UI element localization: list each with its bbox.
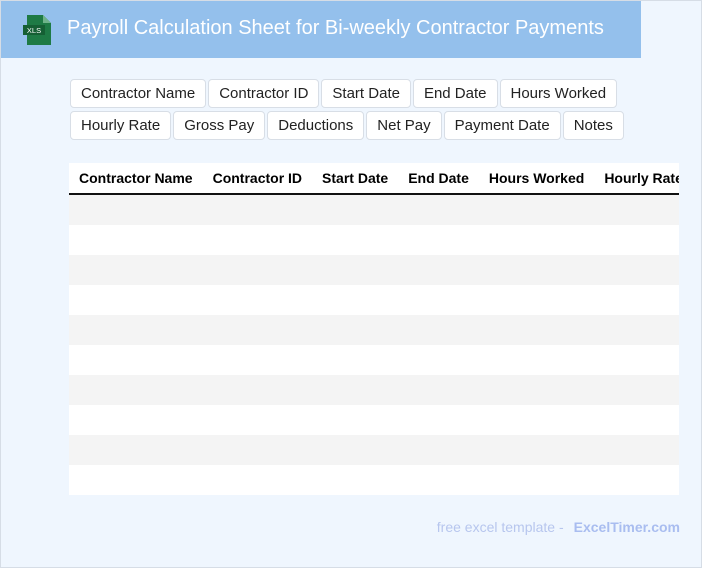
table-cell[interactable] [312,285,399,315]
table-cell[interactable] [398,375,479,405]
xls-file-icon: XLS [23,15,51,45]
table-cell[interactable] [312,255,399,285]
table-cell[interactable] [202,465,313,495]
table-cell[interactable] [594,345,679,375]
table-cell[interactable] [398,285,479,315]
table-cell[interactable] [478,465,595,495]
table-cell[interactable] [478,345,595,375]
table-cell[interactable] [594,375,679,405]
table-cell[interactable] [478,315,595,345]
table-cell[interactable] [202,194,313,225]
table-cell[interactable] [69,465,203,495]
page-title: Payroll Calculation Sheet for Bi-weekly … [67,17,604,39]
table-cell[interactable] [202,285,313,315]
field-chip[interactable]: Contractor Name [70,79,207,108]
table-cell[interactable] [478,255,595,285]
table-cell[interactable] [202,315,313,345]
table-cell[interactable] [69,285,203,315]
table-cell[interactable] [478,435,595,465]
table-cell[interactable] [202,255,313,285]
table-cell[interactable] [478,194,595,225]
table-cell[interactable] [202,405,313,435]
field-chip[interactable]: Notes [562,111,624,140]
table-cell[interactable] [312,345,399,375]
logo-text: XLS [27,26,41,35]
column-header: End Date [398,163,479,195]
table-row [69,225,679,255]
footer-text: free excel template - [436,519,564,535]
table-cell[interactable] [312,315,399,345]
field-chip[interactable]: Payment Date [443,111,561,140]
table-cell[interactable] [594,405,679,435]
table-cell[interactable] [312,194,399,225]
table-row [69,255,679,285]
field-chip[interactable]: Net Pay [366,111,442,140]
table-cell[interactable] [202,435,313,465]
table-row [69,405,679,435]
table-cell[interactable] [69,435,203,465]
table-cell[interactable] [398,255,479,285]
table-cell[interactable] [312,225,399,255]
table-cell[interactable] [69,405,203,435]
table-cell[interactable] [398,345,479,375]
table-cell[interactable] [69,194,203,225]
table-cell[interactable] [398,435,479,465]
field-chip[interactable]: Deductions [267,111,365,140]
table-row [69,194,679,225]
table-cell[interactable] [594,255,679,285]
field-chip[interactable]: End Date [412,79,498,108]
footer-brand-link[interactable]: ExcelTimer.com [573,519,680,535]
field-chip[interactable]: Hourly Rate [70,111,172,140]
column-header: Start Date [312,163,399,195]
table-cell[interactable] [312,435,399,465]
table-cell[interactable] [312,405,399,435]
field-chip[interactable]: Contractor ID [208,79,320,108]
data-table: Contractor Name Contractor ID Start Date En… [69,163,679,495]
table-cell[interactable] [312,375,399,405]
table-cell[interactable] [69,255,203,285]
table-cell[interactable] [594,435,679,465]
table-cell[interactable] [398,405,479,435]
column-header: Hours Worked [478,163,595,195]
table-cell[interactable] [478,405,595,435]
table-row [69,465,679,495]
table-cell[interactable] [594,194,679,225]
table-row [69,345,679,375]
table-cell[interactable] [594,465,679,495]
table-row [69,285,679,315]
table-cell[interactable] [478,285,595,315]
table-header-row: Contractor Name Contractor ID Start Date En… [69,163,679,195]
table-cell[interactable] [202,345,313,375]
table-row [69,375,679,405]
field-chip[interactable]: Gross Pay [173,111,266,140]
footer: free excel template - ExcelTimer.com [437,519,680,535]
field-chips: Contractor Name Contractor ID Start Date En… [70,79,630,140]
title-bar: XLS Payroll Calculation Sheet for Bi-wee… [1,1,641,58]
table-row [69,315,679,345]
column-header: Hourly Rate [594,163,679,195]
field-chip[interactable]: Start Date [321,79,411,108]
table-cell[interactable] [594,285,679,315]
table-row [69,435,679,465]
table-cell[interactable] [594,225,679,255]
column-header: Contractor ID [202,163,313,195]
table-cell[interactable] [312,465,399,495]
field-chip[interactable]: Hours Worked [499,79,618,108]
table-cell[interactable] [398,194,479,225]
table-cell[interactable] [202,225,313,255]
table-cell[interactable] [69,375,203,405]
table-cell[interactable] [69,345,203,375]
table-cell[interactable] [202,375,313,405]
table-cell[interactable] [398,225,479,255]
table-cell[interactable] [69,225,203,255]
table-cell[interactable] [478,375,595,405]
table-cell[interactable] [398,315,479,345]
table-cell[interactable] [594,315,679,345]
table-cell[interactable] [69,315,203,345]
table-cell[interactable] [478,225,595,255]
table-cell[interactable] [398,465,479,495]
column-header: Contractor Name [69,163,203,195]
